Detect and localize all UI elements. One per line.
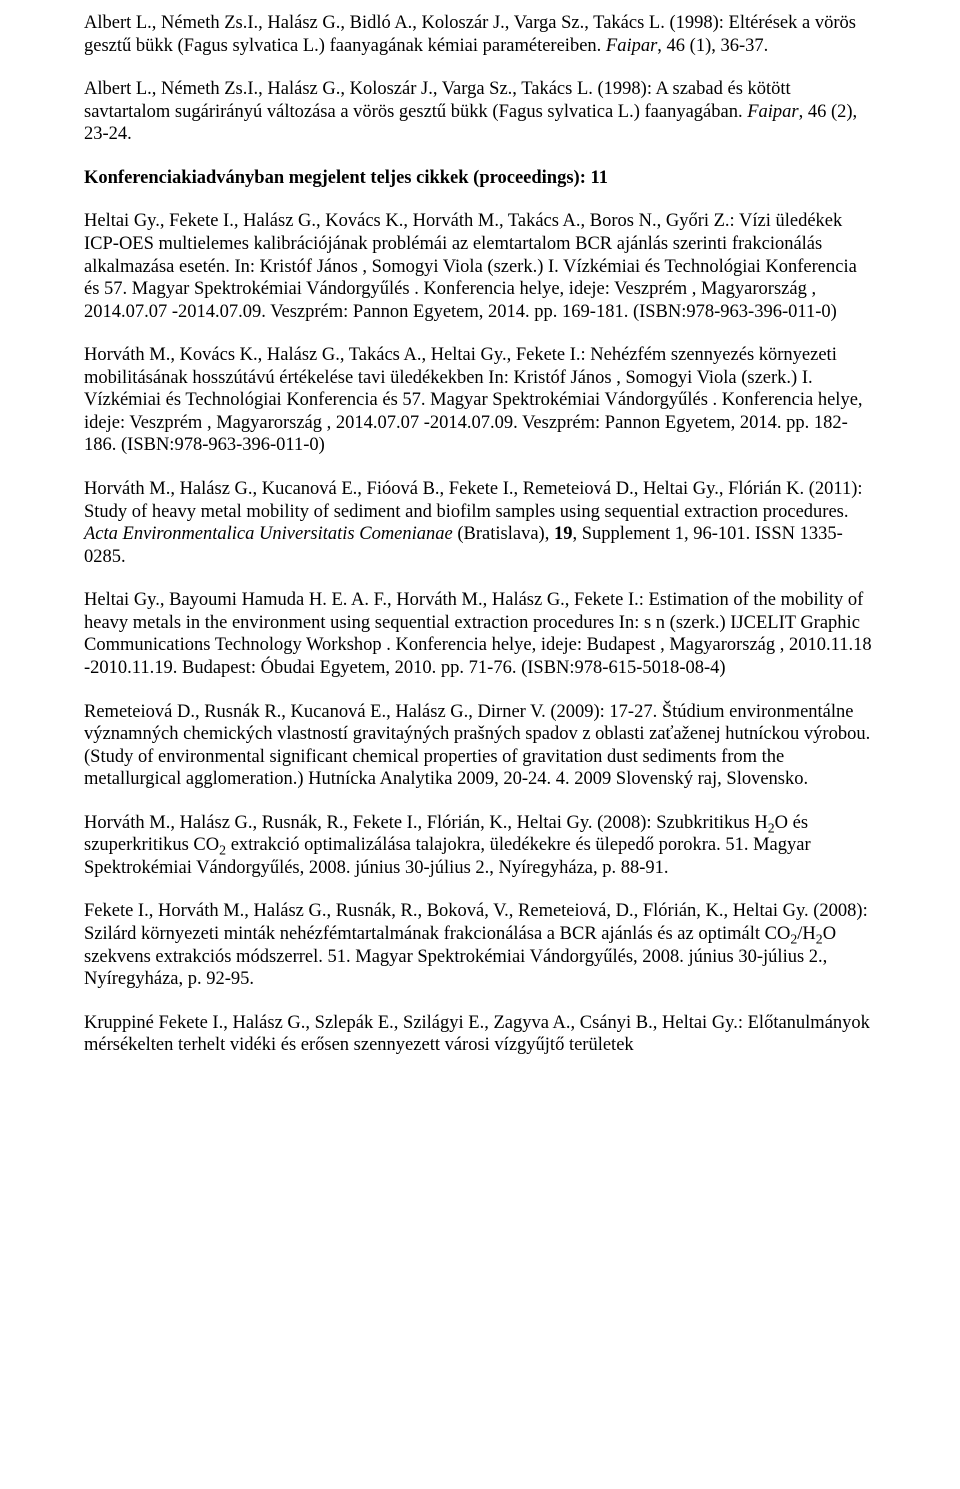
reference-paragraph: Kruppiné Fekete I., Halász G., Szlepák E… [84,1012,876,1057]
journal-title: Faipar [747,102,798,122]
ref-text: , 46 (1), 36-37. [657,36,768,56]
reference-paragraph: Fekete I., Horváth M., Halász G., Rusnák… [84,900,876,990]
reference-paragraph: Horváth M., Halász G., Kucanová E., Fióo… [84,478,876,568]
ref-text: Albert L., Németh Zs.I., Halász G., Kolo… [84,79,791,122]
ref-text: Fekete I., Horváth M., Halász G., Rusnák… [84,901,868,944]
ref-text: (Bratislava), [453,524,554,544]
reference-paragraph: Heltai Gy., Bayoumi Hamuda H. E. A. F., … [84,589,876,679]
reference-paragraph: Remeteiová D., Rusnák R., Kucanová E., H… [84,701,876,791]
journal-title: Faipar [606,36,657,56]
reference-paragraph: Albert L., Németh Zs.I., Halász G., Kolo… [84,78,876,146]
ref-text: /H [797,924,816,944]
subscript: 2 [816,933,823,948]
reference-paragraph: Horváth M., Kovács K., Halász G., Takács… [84,344,876,457]
document-page: Albert L., Németh Zs.I., Halász G., Bidl… [0,0,960,1069]
ref-text: Horváth M., Halász G., Kucanová E., Fióo… [84,479,863,522]
reference-paragraph: Horváth M., Halász G., Rusnák, R., Feket… [84,812,876,880]
section-heading: Konferenciakiadványban megjelent teljes … [84,167,876,190]
volume-number: 19 [554,524,573,544]
reference-paragraph: Albert L., Németh Zs.I., Halász G., Bidl… [84,12,876,57]
ref-text: Horváth M., Halász G., Rusnák, R., Feket… [84,813,768,833]
reference-paragraph: Heltai Gy., Fekete I., Halász G., Kovács… [84,210,876,323]
journal-title: Acta Environmentalica Universitatis Come… [84,524,453,544]
